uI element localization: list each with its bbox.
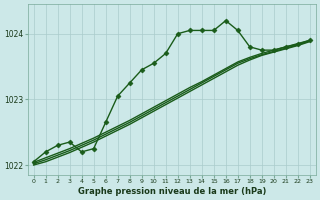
X-axis label: Graphe pression niveau de la mer (hPa): Graphe pression niveau de la mer (hPa) (77, 187, 266, 196)
